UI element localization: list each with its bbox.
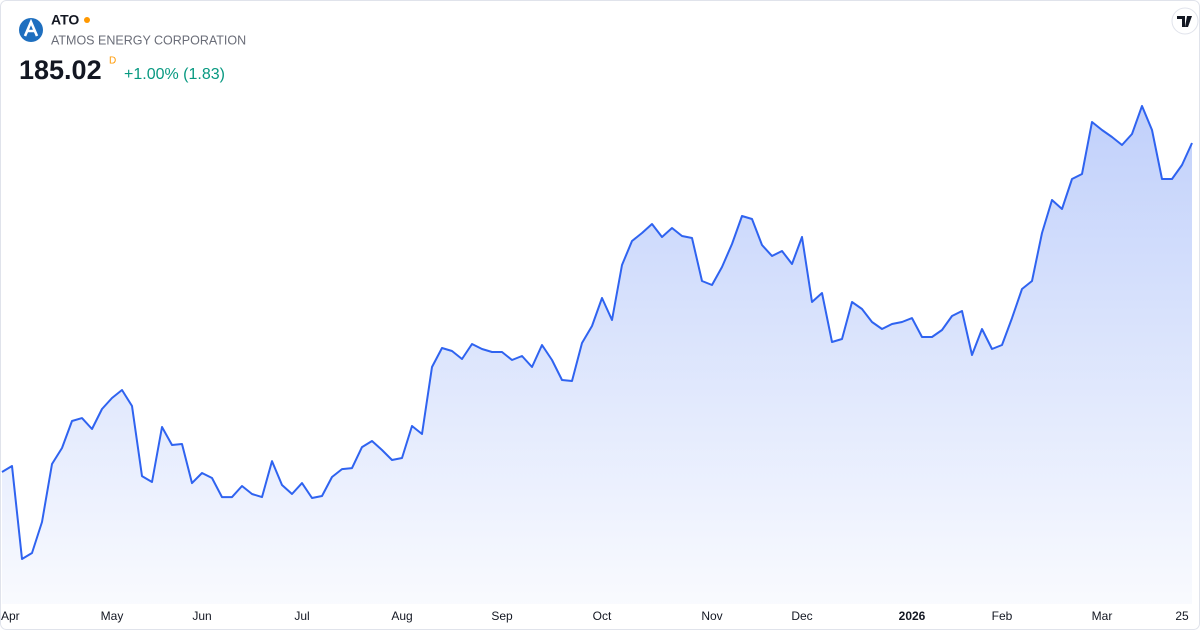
- x-tick-label: Jun: [192, 609, 211, 623]
- area-fill: [2, 106, 1192, 604]
- x-tick-label: Sep: [491, 609, 513, 623]
- last-price: 185.02: [19, 55, 102, 85]
- status-dot: [84, 17, 90, 23]
- x-tick-label: 2026: [899, 609, 926, 623]
- x-tick-label: Nov: [701, 609, 722, 623]
- price-line: [1, 105, 1193, 560]
- company-name: ATMOS ENERGY CORPORATION: [51, 33, 246, 47]
- x-tick-label: Oct: [593, 609, 612, 623]
- x-tick-label: Mar: [1092, 609, 1113, 623]
- x-tick-label: Dec: [791, 609, 812, 623]
- x-tick-label: Aug: [391, 609, 412, 623]
- x-tick-label: 25: [1175, 609, 1189, 623]
- x-tick-label: Feb: [992, 609, 1013, 623]
- x-tick-label: May: [101, 609, 124, 623]
- logo: [19, 18, 43, 42]
- tradingview-logo: [1171, 7, 1199, 35]
- price-change: +1.00% (1.83): [124, 66, 225, 83]
- x-tick-label: Apr: [1, 609, 20, 623]
- plot-area: [1, 105, 1193, 604]
- interval: D: [109, 56, 116, 67]
- symbol: ATO: [51, 12, 79, 28]
- x-tick-label: Jul: [294, 609, 309, 623]
